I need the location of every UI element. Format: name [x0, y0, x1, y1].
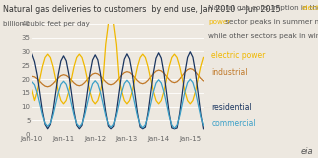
Text: eia: eia	[301, 147, 313, 156]
Text: electric power: electric power	[211, 51, 266, 60]
Text: Natural gas deliveries to customers  by end use, Jan 2010  - Jun 2015: Natural gas deliveries to customers by e…	[3, 5, 281, 14]
Text: while other sectors peak in winter months.: while other sectors peak in winter month…	[208, 33, 318, 39]
Text: sector peaks in summer months,: sector peaks in summer months,	[223, 19, 318, 25]
Text: electric: electric	[302, 5, 318, 11]
Text: Natural gas consumption in the: Natural gas consumption in the	[208, 5, 318, 11]
Text: industrial: industrial	[211, 68, 248, 77]
Text: residential: residential	[211, 103, 252, 112]
Text: commercial: commercial	[211, 118, 256, 128]
Text: billion cubic feet per day: billion cubic feet per day	[3, 21, 90, 27]
Text: power: power	[208, 19, 231, 25]
